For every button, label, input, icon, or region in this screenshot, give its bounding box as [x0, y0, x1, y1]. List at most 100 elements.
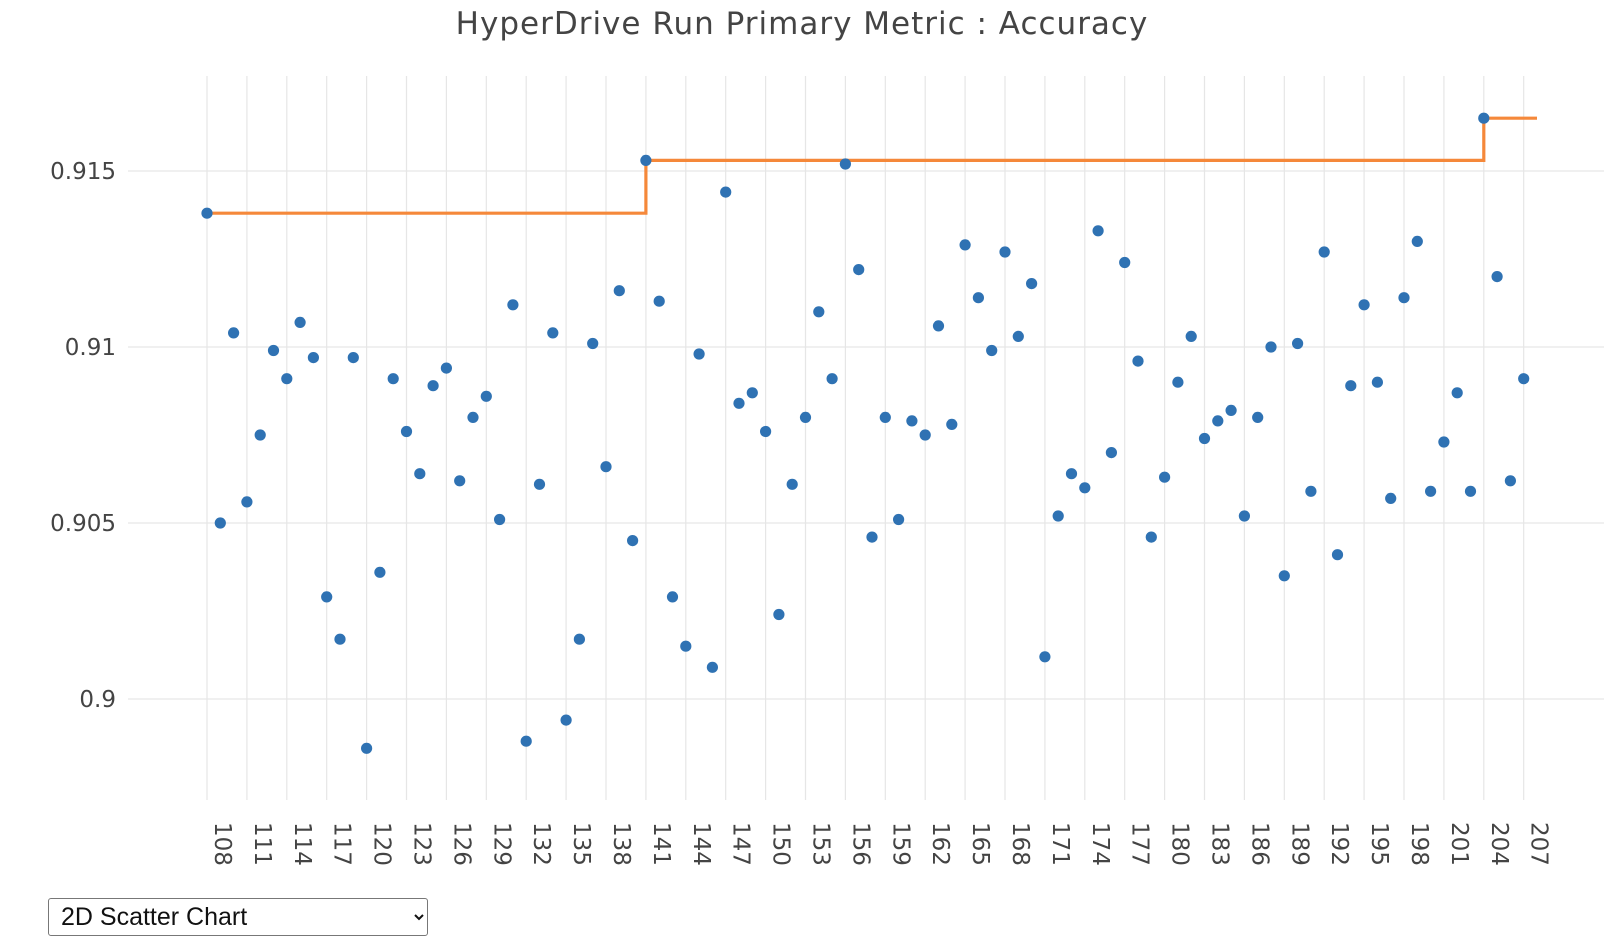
scatter-point[interactable]	[573, 633, 586, 645]
scatter-point[interactable]	[1026, 278, 1038, 290]
scatter-point[interactable]	[826, 373, 838, 385]
scatter-point[interactable]	[653, 295, 665, 307]
scatter-point[interactable]	[1331, 549, 1344, 561]
scatter-point[interactable]	[839, 158, 852, 170]
scatter-point[interactable]	[600, 461, 612, 473]
scatter-point[interactable]	[1238, 510, 1250, 522]
scatter-point[interactable]	[201, 207, 213, 219]
scatter-point[interactable]	[533, 478, 546, 490]
scatter-point[interactable]	[879, 411, 891, 423]
scatter-point[interactable]	[1451, 387, 1463, 399]
scatter-point[interactable]	[786, 478, 798, 490]
scatter-point[interactable]	[1464, 485, 1477, 497]
scatter-point[interactable]	[746, 387, 758, 399]
scatter-point[interactable]	[720, 186, 732, 198]
scatter-point[interactable]	[374, 566, 386, 578]
scatter-point[interactable]	[1398, 292, 1410, 304]
scatter-point[interactable]	[254, 429, 266, 441]
scatter-point[interactable]	[440, 362, 452, 374]
scatter-point[interactable]	[1172, 376, 1184, 388]
scatter-point[interactable]	[347, 352, 359, 364]
scatter-point[interactable]	[1385, 492, 1397, 504]
scatter-point[interactable]	[1371, 376, 1383, 388]
scatter-point[interactable]	[972, 292, 985, 304]
scatter-point[interactable]	[520, 735, 532, 747]
chart-type-dropdown[interactable]: 2D Scatter Chart	[48, 898, 428, 936]
scatter-point[interactable]	[853, 264, 865, 276]
scatter-point[interactable]	[893, 513, 905, 526]
scatter-point[interactable]	[241, 496, 253, 508]
scatter-point[interactable]	[1119, 256, 1131, 269]
scatter-point[interactable]	[1212, 415, 1224, 427]
scatter-point[interactable]	[813, 306, 825, 318]
scatter-point[interactable]	[1039, 651, 1051, 663]
scatter-point[interactable]	[387, 373, 399, 385]
scatter-point[interactable]	[1159, 471, 1171, 483]
scatter-point[interactable]	[613, 285, 625, 297]
scatter-point[interactable]	[959, 239, 971, 251]
scatter-point[interactable]	[932, 320, 945, 332]
scatter-point[interactable]	[1012, 330, 1024, 342]
scatter-point[interactable]	[1065, 468, 1078, 480]
scatter-point[interactable]	[307, 352, 319, 364]
scatter-point[interactable]	[467, 411, 479, 423]
scatter-point[interactable]	[1145, 531, 1157, 543]
scatter-point[interactable]	[1265, 341, 1277, 353]
scatter-point[interactable]	[1185, 330, 1197, 342]
scatter-point[interactable]	[706, 661, 719, 673]
scatter-point[interactable]	[799, 411, 812, 423]
scatter-point[interactable]	[1478, 112, 1490, 124]
scatter-point[interactable]	[334, 633, 346, 645]
scatter-point[interactable]	[773, 608, 785, 621]
scatter-point[interactable]	[1438, 436, 1450, 448]
scatter-point[interactable]	[454, 475, 466, 487]
scatter-point[interactable]	[321, 591, 333, 603]
scatter-point[interactable]	[1318, 246, 1330, 258]
scatter-point[interactable]	[1252, 411, 1264, 423]
scatter-point[interactable]	[919, 429, 931, 441]
scatter-point[interactable]	[1491, 271, 1503, 283]
scatter-point[interactable]	[427, 380, 439, 392]
scatter-point[interactable]	[946, 418, 958, 430]
scatter-point[interactable]	[281, 373, 293, 385]
scatter-point[interactable]	[1132, 355, 1144, 367]
scatter-point[interactable]	[1052, 510, 1064, 522]
scatter-point[interactable]	[999, 246, 1011, 258]
scatter-point[interactable]	[1425, 485, 1437, 497]
scatter-point[interactable]	[400, 425, 413, 438]
scatter-point[interactable]	[228, 327, 240, 339]
scatter-point[interactable]	[587, 337, 599, 350]
scatter-point[interactable]	[1225, 404, 1237, 416]
scatter-point[interactable]	[866, 531, 878, 543]
scatter-point[interactable]	[1278, 570, 1290, 582]
scatter-point[interactable]	[414, 468, 426, 480]
scatter-point[interactable]	[1292, 337, 1304, 350]
scatter-point[interactable]	[560, 714, 572, 726]
scatter-point[interactable]	[693, 348, 705, 360]
scatter-point[interactable]	[760, 425, 772, 438]
scatter-point[interactable]	[680, 640, 692, 652]
scatter-point[interactable]	[1411, 235, 1423, 247]
scatter-point[interactable]	[1079, 482, 1091, 494]
scatter-point[interactable]	[986, 344, 998, 357]
scatter-point[interactable]	[666, 591, 679, 603]
scatter-point[interactable]	[214, 517, 226, 529]
scatter-point[interactable]	[294, 316, 306, 328]
scatter-point[interactable]	[1105, 447, 1117, 459]
scatter-point[interactable]	[1518, 373, 1530, 385]
scatter-point[interactable]	[494, 513, 506, 526]
scatter-point[interactable]	[1092, 225, 1104, 237]
scatter-point[interactable]	[906, 415, 918, 427]
scatter-point[interactable]	[640, 154, 652, 166]
scatter-point[interactable]	[1504, 475, 1516, 487]
scatter-point[interactable]	[627, 535, 639, 547]
scatter-point[interactable]	[480, 390, 492, 402]
scatter-point[interactable]	[361, 742, 373, 754]
scatter-point[interactable]	[733, 397, 745, 409]
scatter-point[interactable]	[1358, 299, 1370, 311]
scatter-point[interactable]	[1345, 380, 1357, 392]
scatter-point[interactable]	[1305, 485, 1317, 497]
scatter-point[interactable]	[547, 327, 559, 339]
scatter-point[interactable]	[267, 344, 280, 357]
scatter-point[interactable]	[1198, 432, 1211, 445]
